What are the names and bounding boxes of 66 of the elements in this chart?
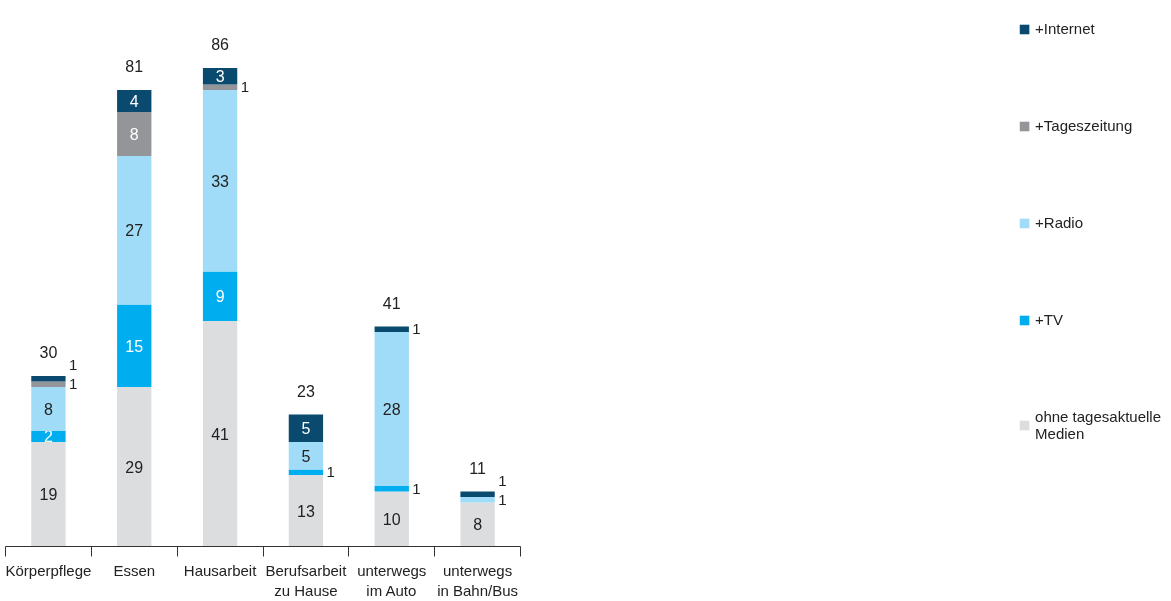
data-label: 1 — [326, 463, 335, 481]
total-label: 23 — [297, 382, 315, 400]
bar — [202, 320, 238, 547]
x-tick-label: unterwegs in Bahn/Bus — [437, 561, 519, 599]
bar — [117, 304, 152, 387]
data-label: 1 — [69, 375, 78, 393]
bar — [288, 414, 324, 442]
x-tick-label: Hausarbeit — [183, 561, 258, 579]
data-label: 19 — [39, 486, 58, 504]
data-label: 3 — [215, 68, 225, 86]
data-label: 10 — [382, 511, 401, 528]
total-label: 11 — [469, 459, 486, 477]
bar — [117, 89, 152, 112]
legend-label: +Radio — [1035, 214, 1084, 231]
bar — [117, 386, 152, 547]
data-label: 8 — [43, 400, 53, 418]
data-label: 15 — [125, 337, 144, 355]
data-label: 27 — [125, 222, 144, 240]
total-label: 41 — [382, 294, 401, 312]
bar — [460, 496, 495, 503]
bar — [202, 271, 238, 321]
data-label: 5 — [301, 420, 311, 438]
data-label: 1 — [69, 356, 78, 374]
x-tick-label: Berufsarbeit zu Hause — [265, 561, 348, 599]
bar — [117, 111, 152, 156]
total-label: 30 — [39, 344, 58, 362]
data-label: 1 — [498, 471, 507, 489]
data-label: 5 — [301, 447, 311, 465]
data-label: 8 — [473, 516, 483, 534]
legend-label: ohne tagesaktuelle Medien — [1035, 408, 1161, 442]
data-label: 8 — [129, 125, 139, 143]
data-label: 1 — [412, 479, 421, 497]
data-label: 29 — [125, 458, 144, 476]
data-label: 9 — [215, 288, 225, 306]
data-label: 1 — [240, 78, 250, 96]
bar — [374, 331, 409, 486]
data-label: 41 — [211, 425, 230, 443]
bar — [374, 326, 409, 332]
legend-label: +Internet — [1035, 20, 1095, 37]
bar — [460, 491, 495, 497]
x-tick-label: Essen — [113, 561, 156, 579]
x-tick-label: Körperpflege — [5, 561, 92, 579]
legend-label: +TV — [1035, 311, 1063, 328]
bar — [202, 84, 238, 90]
bar — [31, 386, 66, 431]
bar — [374, 491, 409, 547]
bar — [31, 381, 66, 387]
data-label: 1 — [498, 490, 507, 508]
total-label: 86 — [211, 36, 230, 53]
data-label: 28 — [382, 400, 401, 418]
legend-label: +Tageszeitung — [1035, 117, 1133, 134]
data-label: 33 — [211, 172, 230, 190]
data-label: 4 — [129, 92, 139, 110]
bar — [117, 155, 152, 305]
bar — [288, 469, 324, 475]
bar — [288, 474, 324, 547]
bar — [288, 441, 324, 470]
total-label: 81 — [125, 58, 144, 75]
bar — [460, 502, 495, 547]
data-label: 13 — [297, 502, 315, 520]
bar — [202, 89, 238, 272]
x-tick-label: unterwegs im Auto — [357, 561, 427, 599]
bar — [31, 441, 66, 547]
bar — [31, 375, 66, 382]
bar — [374, 485, 409, 492]
data-label: 1 — [412, 320, 421, 338]
